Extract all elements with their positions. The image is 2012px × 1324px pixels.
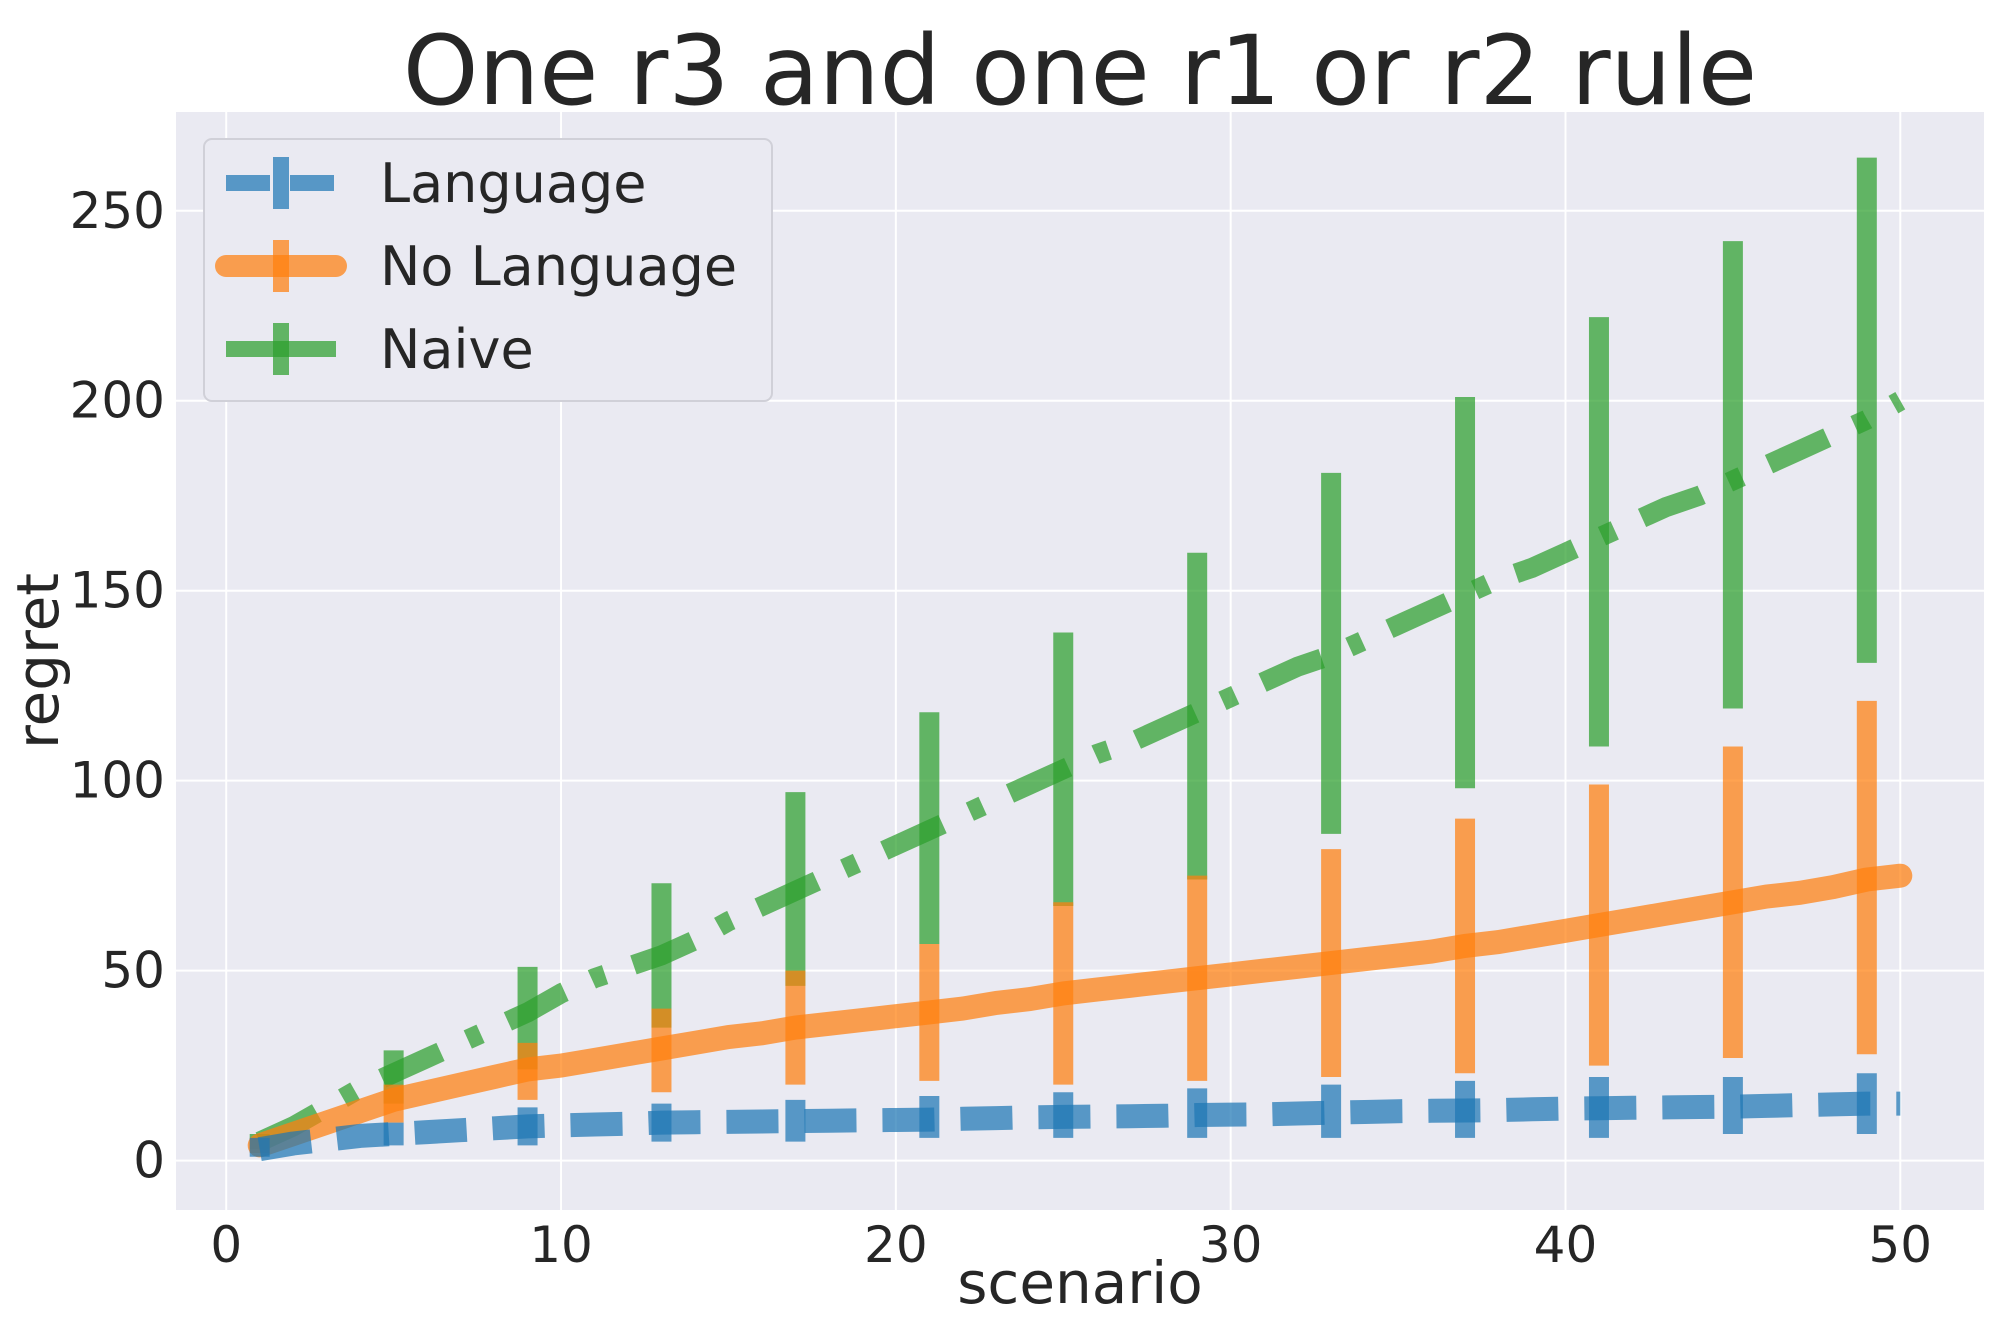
y-tick-label: 250 [70, 182, 165, 240]
x-tick-label: 0 [210, 1216, 242, 1274]
series-naive [249, 157, 1906, 1151]
line-naive [255, 392, 1906, 1151]
legend-label-language: Language [380, 152, 647, 215]
series-language [249, 1073, 1901, 1162]
chart-title: One r3 and one r1 or r2 rule [403, 15, 1757, 127]
y-tick-label: 0 [133, 1132, 165, 1190]
x-tick-label: 30 [1199, 1216, 1263, 1274]
x-axis-label: scenario [957, 1249, 1203, 1317]
y-tick-label: 200 [70, 372, 165, 430]
legend: Language No Language Naive [203, 138, 773, 402]
legend-entry-language: Language [226, 152, 647, 215]
legend-entry-naive: Naive [226, 318, 534, 381]
y-tick-label: 50 [101, 942, 165, 1000]
line-language [257, 1091, 1901, 1162]
legend-entry-no-language: No Language [215, 235, 737, 298]
tick-labels: 0 10 20 30 40 50 0 50 100 150 200 250 [70, 182, 1933, 1274]
series-layer [247, 157, 1913, 1162]
y-tick-label: 150 [70, 562, 165, 620]
x-tick-label: 50 [1868, 1216, 1932, 1274]
y-axis-label: regret [4, 573, 72, 749]
legend-label-no-language: No Language [380, 235, 737, 298]
x-tick-label: 10 [529, 1216, 593, 1274]
legend-label-naive: Naive [380, 318, 534, 381]
line-no-language [247, 863, 1913, 1158]
y-tick-label: 100 [70, 752, 165, 810]
x-tick-label: 40 [1534, 1216, 1598, 1274]
x-tick-label: 20 [864, 1216, 928, 1274]
series-no-language [247, 700, 1913, 1158]
gridlines [176, 112, 1984, 1210]
legend-box [203, 138, 773, 402]
